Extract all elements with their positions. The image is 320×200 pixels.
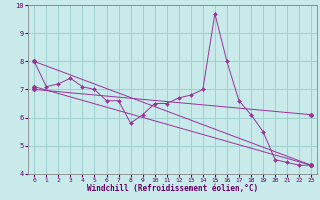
X-axis label: Windchill (Refroidissement éolien,°C): Windchill (Refroidissement éolien,°C) [87,184,258,193]
